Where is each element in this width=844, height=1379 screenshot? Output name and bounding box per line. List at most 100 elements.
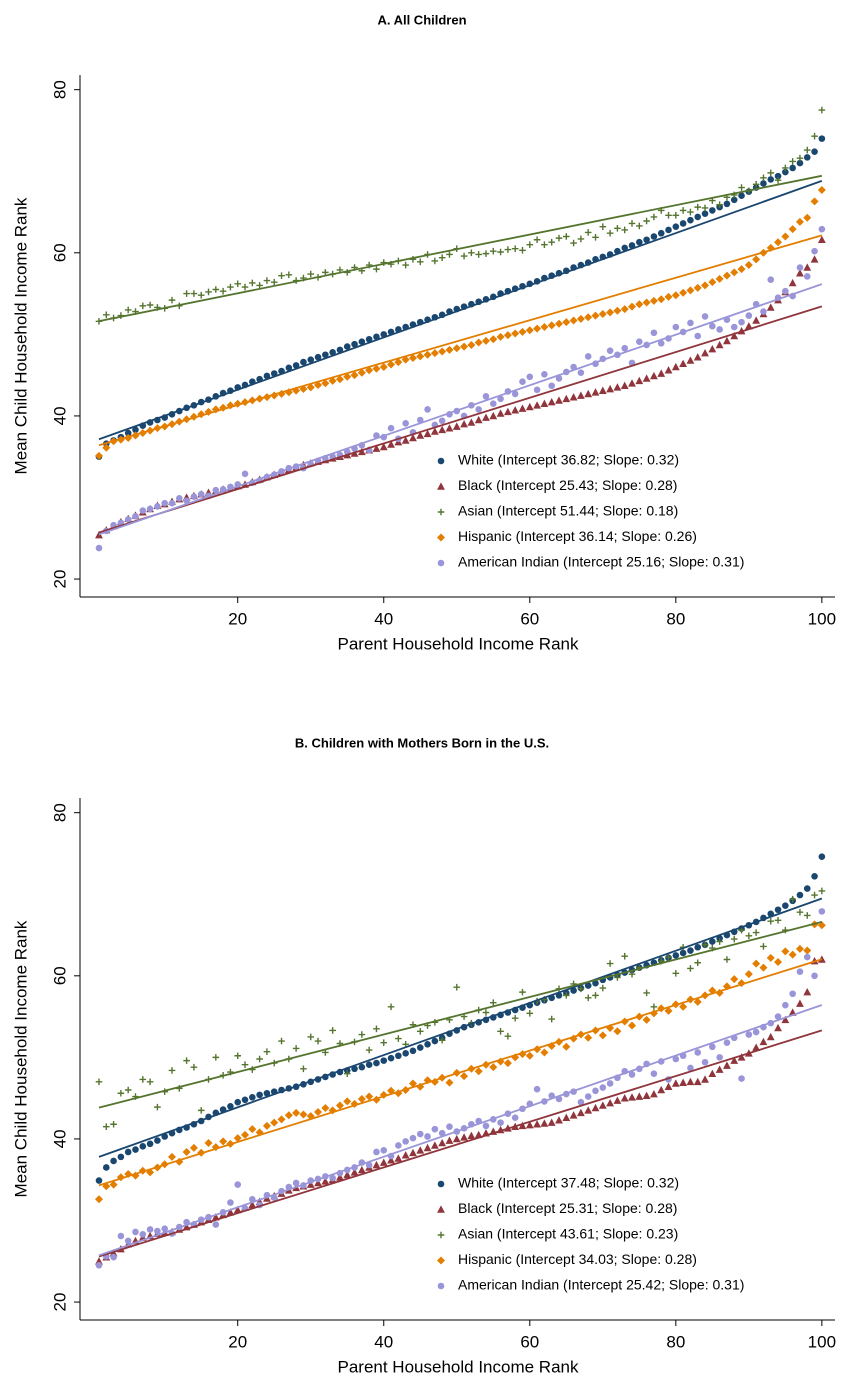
point (810, 255, 819, 263)
point (336, 1173, 344, 1181)
point (401, 1151, 410, 1159)
x-axis-title: Parent Household Income Rank (338, 1357, 579, 1376)
point (584, 313, 593, 322)
point (817, 235, 826, 244)
point (664, 1082, 673, 1091)
point (693, 997, 702, 1006)
point (752, 1043, 761, 1051)
point (533, 386, 541, 394)
point (570, 987, 577, 994)
point (511, 1114, 519, 1122)
point (811, 132, 818, 140)
point (811, 873, 818, 880)
point (219, 287, 227, 295)
point (693, 1077, 702, 1086)
point (803, 146, 811, 154)
point (576, 391, 585, 399)
point (686, 286, 695, 295)
point (285, 364, 293, 372)
point (497, 1027, 504, 1035)
point (591, 388, 600, 396)
point (241, 1130, 250, 1139)
point (803, 988, 812, 996)
point (789, 158, 796, 165)
point (373, 1025, 380, 1033)
point (730, 1056, 739, 1064)
point (373, 1059, 380, 1067)
x-axis-title: Parent Household Income Rank (338, 634, 579, 653)
point (679, 1002, 688, 1011)
point (671, 291, 680, 300)
point (744, 970, 753, 979)
point (569, 393, 578, 401)
point (803, 213, 812, 222)
point (569, 1111, 578, 1119)
point (387, 1003, 395, 1011)
point (650, 233, 658, 240)
point (598, 1101, 607, 1109)
point (416, 1146, 425, 1154)
point (818, 908, 826, 915)
point (241, 283, 249, 291)
point (795, 217, 804, 226)
point (708, 1069, 717, 1077)
point (650, 1089, 658, 1098)
point (774, 917, 782, 924)
point (168, 296, 176, 304)
point (650, 1070, 658, 1077)
point (409, 433, 417, 442)
point (124, 306, 132, 314)
point (818, 887, 826, 895)
point (598, 1031, 607, 1040)
point (643, 236, 650, 244)
point (365, 1161, 373, 1169)
point (497, 248, 504, 256)
point (803, 885, 811, 892)
point (372, 364, 381, 373)
point (402, 1138, 409, 1145)
point (306, 1180, 315, 1188)
point (708, 278, 717, 287)
point (249, 279, 256, 287)
point (438, 1129, 446, 1137)
point (606, 1098, 615, 1107)
point (263, 277, 271, 284)
point (796, 159, 804, 167)
point (110, 1253, 117, 1261)
point (613, 1027, 622, 1036)
point (395, 1035, 402, 1042)
point (416, 416, 424, 424)
point (300, 1065, 307, 1073)
point (503, 1059, 512, 1068)
point (95, 544, 103, 552)
point (249, 1094, 256, 1101)
point (438, 254, 446, 261)
point (526, 241, 534, 248)
point (526, 1010, 534, 1017)
point (664, 1006, 673, 1015)
x-tick-label: 60 (520, 1332, 539, 1351)
point (343, 372, 352, 381)
point (489, 335, 498, 344)
point (774, 172, 782, 180)
y-tick-label: 40 (50, 406, 69, 425)
point (752, 255, 761, 264)
point (715, 274, 724, 283)
point (322, 269, 329, 276)
point (511, 245, 519, 253)
point (817, 955, 826, 963)
x-tick-label: 20 (228, 1332, 247, 1351)
point (438, 425, 447, 434)
point (124, 1237, 132, 1245)
point (621, 344, 629, 352)
legend-label: American Indian (Intercept 25.16; Slope:… (458, 554, 744, 570)
point (241, 1061, 249, 1069)
point (606, 308, 615, 317)
point (94, 1195, 103, 1204)
point (212, 286, 220, 293)
point (357, 447, 366, 456)
point (307, 356, 315, 363)
point (109, 1180, 118, 1189)
point (730, 268, 739, 277)
